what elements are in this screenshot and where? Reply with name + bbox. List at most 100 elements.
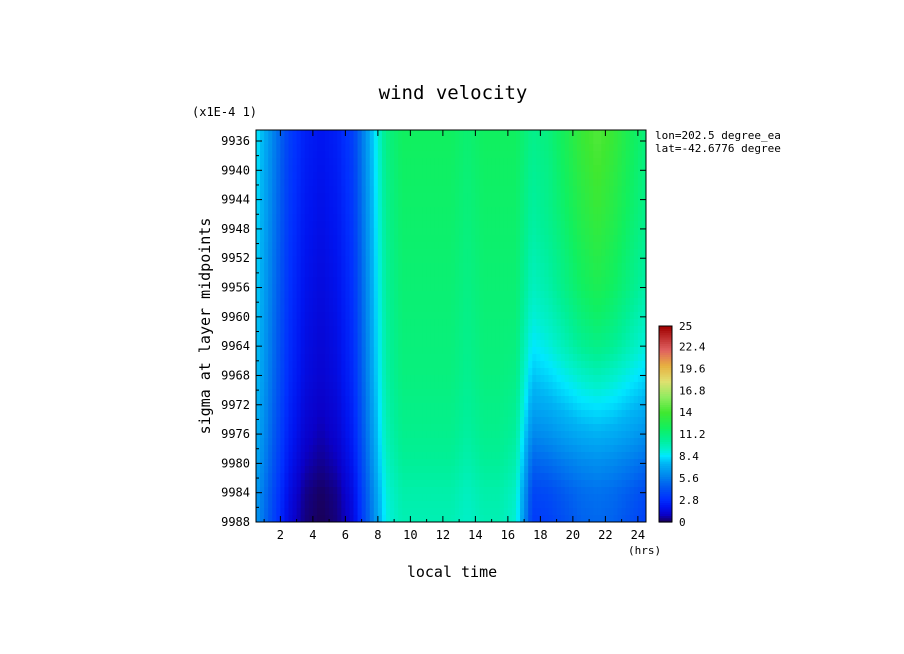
heatmap-cell [434, 431, 440, 439]
heatmap-cell [325, 473, 330, 481]
heatmap-cell [394, 452, 399, 460]
heatmap-cell [377, 221, 383, 229]
heatmap-cell [540, 214, 546, 222]
heatmap-cell [475, 347, 481, 355]
heatmap-cell [280, 319, 286, 327]
heatmap-cell [349, 410, 355, 418]
heatmap-cell [499, 207, 505, 215]
heatmap-cell [353, 200, 359, 208]
heatmap-cell [524, 270, 529, 278]
heatmap-cell [455, 277, 460, 285]
heatmap-cell [406, 256, 411, 264]
heatmap-cell [532, 242, 537, 250]
heatmap-cell [381, 326, 387, 334]
heatmap-cell [276, 389, 281, 397]
heatmap-cell [532, 382, 537, 390]
heatmap-cell [589, 333, 594, 341]
heatmap-cell [406, 263, 411, 271]
heatmap-cell [455, 340, 460, 348]
heatmap-cell [438, 214, 444, 222]
heatmap-cell [479, 158, 485, 166]
heatmap-cell [524, 312, 529, 320]
heatmap-cell [369, 445, 375, 453]
heatmap-cell [467, 375, 472, 383]
heatmap-cell [410, 410, 416, 418]
heatmap-cell [625, 438, 631, 446]
heatmap-cell [503, 242, 509, 250]
heatmap-cell [613, 291, 619, 299]
heatmap-cell [487, 375, 493, 383]
heatmap-cell [442, 291, 448, 299]
heatmap-cell [394, 354, 399, 362]
heatmap-cell [377, 403, 383, 411]
heatmap-cell [463, 186, 468, 194]
heatmap-cell [463, 305, 468, 313]
heatmap-cell [511, 438, 517, 446]
heatmap-cell [491, 473, 497, 481]
heatmap-cell [284, 382, 290, 390]
heatmap-cell [446, 270, 452, 278]
heatmap-cell [438, 361, 444, 369]
heatmap-cell [637, 487, 643, 495]
heatmap-cell [394, 487, 399, 495]
heatmap-cell [459, 347, 464, 355]
heatmap-cell [507, 235, 513, 243]
heatmap-cell [337, 249, 342, 257]
heatmap-cell [463, 312, 468, 320]
heatmap-cell [625, 375, 631, 383]
heatmap-cell [292, 137, 298, 145]
heatmap-cell [507, 487, 513, 495]
heatmap-cell [357, 445, 363, 453]
heatmap-cell [390, 340, 395, 348]
heatmap-cell [471, 487, 476, 495]
heatmap-cell [300, 396, 306, 404]
heatmap-cell [516, 403, 521, 411]
heatmap-cell [386, 291, 391, 299]
heatmap-cell [256, 368, 261, 376]
heatmap-cell [337, 445, 342, 453]
heatmap-cell [373, 200, 379, 208]
heatmap-cell [576, 403, 582, 411]
heatmap-cell [467, 263, 472, 271]
heatmap-cell [300, 326, 306, 334]
heatmap-cell [288, 354, 294, 362]
heatmap-cell [601, 193, 606, 201]
heatmap-cell [491, 354, 497, 362]
heatmap-cell [629, 200, 635, 208]
heatmap-cell [418, 389, 424, 397]
heatmap-cell [511, 228, 517, 236]
heatmap-cell [390, 354, 395, 362]
heatmap-cell [487, 466, 493, 474]
heatmap-cell [597, 452, 602, 460]
heatmap-cell [430, 333, 436, 341]
heatmap-cell [446, 228, 452, 236]
heatmap-cell [479, 214, 485, 222]
heatmap-cell [528, 347, 533, 355]
heatmap-cell [532, 277, 537, 285]
heatmap-cell [455, 179, 460, 187]
heatmap-cell [479, 417, 485, 425]
heatmap-cell [560, 193, 566, 201]
heatmap-cell [475, 410, 481, 418]
heatmap-cell [499, 473, 505, 481]
heatmap-cell [564, 214, 570, 222]
heatmap-cell [345, 200, 351, 208]
heatmap-cell [548, 368, 554, 376]
heatmap-cell [552, 375, 558, 383]
heatmap-cell [260, 186, 265, 194]
heatmap-cell [308, 396, 314, 404]
heatmap-cell [621, 396, 627, 404]
heatmap-cell [617, 221, 623, 229]
heatmap-cell [410, 214, 416, 222]
heatmap-cell [426, 319, 432, 327]
heatmap-cell [386, 459, 391, 467]
heatmap-cell [560, 284, 566, 292]
heatmap-cell [394, 284, 399, 292]
heatmap-cell [438, 165, 444, 173]
heatmap-cell [516, 431, 521, 439]
heatmap-cell [402, 473, 407, 481]
heatmap-cell [637, 410, 643, 418]
heatmap-cell [463, 165, 468, 173]
heatmap-cell [605, 473, 611, 481]
heatmap-cell [292, 431, 298, 439]
